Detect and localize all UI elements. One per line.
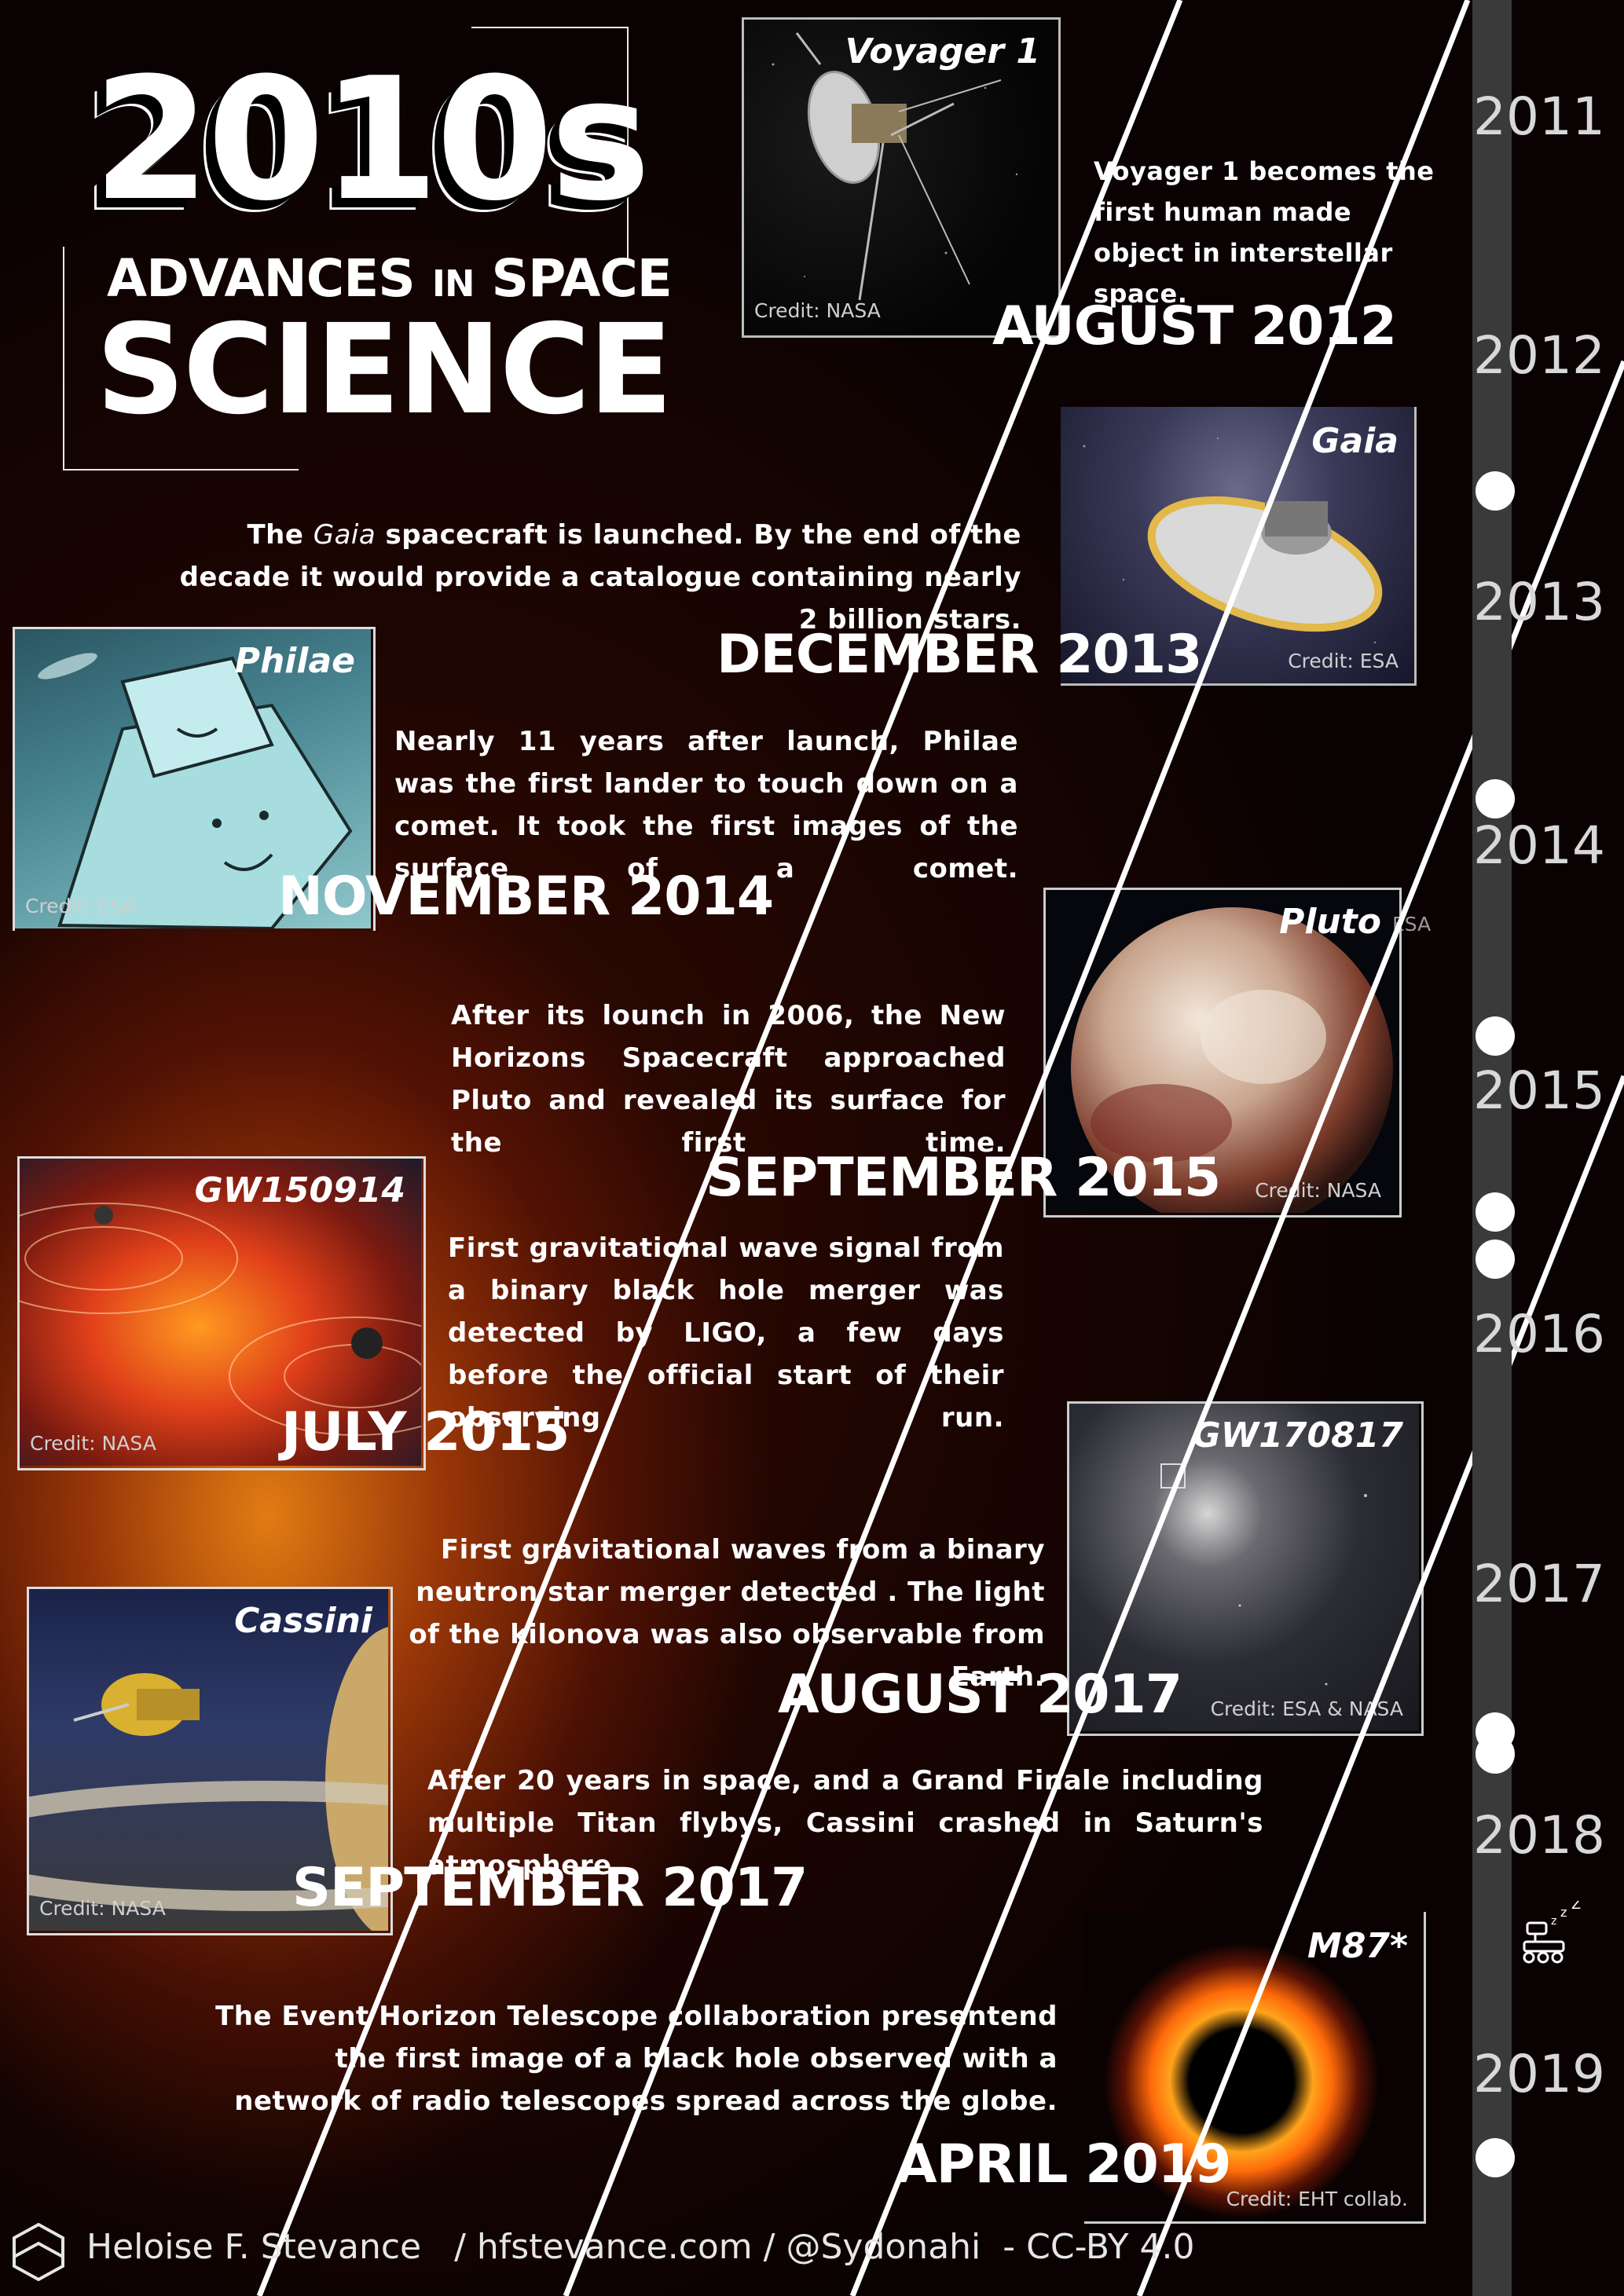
hexagon-logo-icon xyxy=(11,2221,66,2286)
svg-text:z: z xyxy=(1551,1915,1556,1928)
timeline-dot xyxy=(1476,2138,1515,2177)
footer-author: Heloise F. Stevance xyxy=(86,2227,422,2267)
voyager-description: Voyager 1 becomes the first human made o… xyxy=(1094,156,1435,309)
gw170817-date: AUGUST 2017 xyxy=(778,1664,1182,1726)
cassini-credit: Credit: NASA xyxy=(39,1897,166,1920)
cassini-date: SEPTEMBER 2017 xyxy=(292,1857,808,1919)
footer-site-link[interactable]: hfstevance.com xyxy=(476,2227,753,2267)
logo-title: SCIENCE xyxy=(96,298,673,442)
philae-date: NOVEMBER 2014 xyxy=(278,866,774,928)
philae-credit: Credit: ESA xyxy=(25,895,136,917)
timeline-dot xyxy=(1476,471,1515,511)
gw150914-date: JULY 2015 xyxy=(281,1401,570,1463)
year-label: 2012 xyxy=(1473,325,1605,386)
gaia-date: DECEMBER 2013 xyxy=(717,624,1202,686)
timeline-dot xyxy=(1476,779,1515,818)
year-label: 2013 xyxy=(1473,572,1605,632)
year-label: 2017 xyxy=(1473,1554,1605,1614)
gaia-description: The Gaia spacecraft is launched. By the … xyxy=(179,519,1021,635)
philae-description: Nearly 11 years after launch, Philae was… xyxy=(394,726,1018,884)
timeline-dot xyxy=(1476,1240,1515,1279)
gw150914-credit: Credit: NASA xyxy=(30,1432,156,1455)
footer-handle-link[interactable]: @Sydonahi xyxy=(786,2227,981,2267)
year-label: 2018 xyxy=(1473,1805,1605,1866)
svg-text:z: z xyxy=(1560,1905,1567,1920)
year-label: 2015 xyxy=(1473,1060,1605,1121)
pluto-description: After its lounch in 2006, the New Horizo… xyxy=(451,1000,1006,1159)
m87-description: The Event Horizon Telescope collaboratio… xyxy=(215,2001,1058,2117)
year-label: 2016 xyxy=(1473,1304,1605,1364)
footer-license: CC-BY 4.0 xyxy=(1026,2227,1195,2267)
svg-text:Z: Z xyxy=(1571,1901,1581,1913)
sleeping-rover-icon: z z Z xyxy=(1516,1896,1587,1972)
timeline-dot xyxy=(1476,1016,1515,1056)
logo-year: 2010s xyxy=(93,41,651,238)
year-label: 2019 xyxy=(1473,2044,1605,2104)
m87-date: APRIL 2019 xyxy=(896,2133,1231,2195)
year-label: 2014 xyxy=(1473,815,1605,876)
voyager-frame xyxy=(742,17,1061,338)
timeline-dot xyxy=(1476,1734,1515,1774)
timeline-bar xyxy=(1472,0,1512,2296)
timeline-dot xyxy=(1476,1192,1515,1232)
year-label: 2011 xyxy=(1473,86,1605,147)
pluto-date: SEPTEMBER 2015 xyxy=(706,1147,1221,1209)
footer-credits: Heloise F. Stevance / hfstevance.com / @… xyxy=(86,2227,1195,2267)
voyager-date: AUGUST 2012 xyxy=(992,295,1397,357)
